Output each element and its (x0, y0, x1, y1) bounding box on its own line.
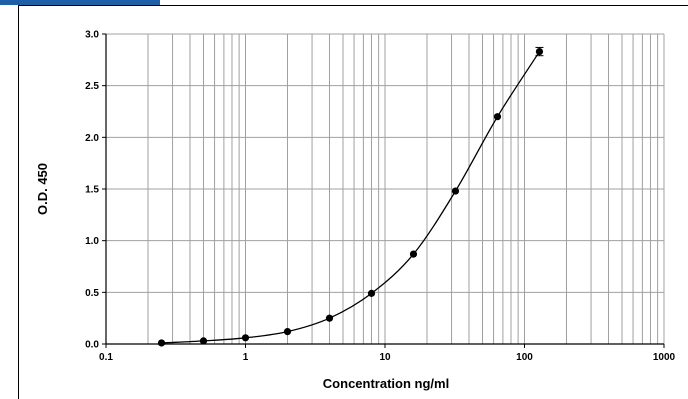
y-tick-labels: 0.0 0.5 1.0 1.5 2.0 2.5 3.0 (85, 30, 106, 351)
fit-curve-line (161, 51, 541, 344)
chart-frame (18, 5, 688, 399)
header-accent-strip (0, 0, 160, 5)
data-point (325, 314, 334, 322)
data-point (241, 334, 250, 342)
x-tick-label: 0.1 (99, 352, 113, 363)
y-axis-title: O.D. 450 (35, 163, 50, 215)
x-tick-label: 10 (379, 352, 391, 363)
x-tick-label: 1000 (653, 352, 676, 363)
data-point (535, 47, 544, 56)
data-point (451, 187, 460, 195)
data-point (199, 337, 208, 345)
data-point (367, 289, 376, 297)
y-tick-label: 2.5 (85, 81, 99, 92)
x-axis-title: Concentration ng/ml (323, 376, 449, 391)
data-point (493, 113, 502, 121)
data-point (409, 250, 418, 258)
y-tick-label: 0.5 (85, 288, 99, 299)
y-tick-label: 1.5 (85, 185, 99, 196)
x-tick-labels: 0.1 1 10 100 1000 (99, 344, 676, 363)
y-tick-label: 3.0 (85, 30, 99, 41)
x-tick-label: 100 (516, 352, 533, 363)
data-point (283, 328, 292, 336)
y-tick-label: 1.0 (85, 236, 99, 247)
x-tick-label: 1 (243, 352, 249, 363)
y-tick-label: 2.0 (85, 133, 99, 144)
data-point (157, 339, 166, 347)
grid-lines (105, 33, 665, 345)
data-points (157, 47, 544, 347)
y-tick-label: 0.0 (85, 340, 99, 351)
